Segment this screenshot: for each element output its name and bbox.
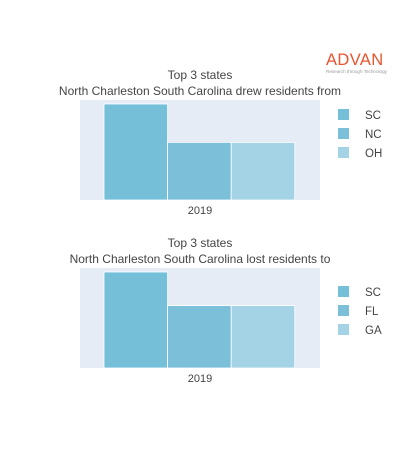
legend-swatch-oh xyxy=(338,147,349,158)
chart-drew-from: Top 3 states North Charleston South Caro… xyxy=(59,68,382,217)
legend-label-nc: NC xyxy=(365,129,382,141)
chart2-x-tick: 2019 xyxy=(188,373,212,385)
bar-nc xyxy=(167,141,232,201)
chart1-subtitle: North Charleston South Carolina drew res… xyxy=(59,84,341,98)
chart2-title: Top 3 states xyxy=(168,236,233,250)
chart1-legend: SC NC OH xyxy=(338,109,382,160)
legend-swatch-nc xyxy=(338,128,349,139)
logo-wordmark: ADVAN xyxy=(326,51,384,69)
legend-label-ga: GA xyxy=(365,325,382,337)
chart1-bars xyxy=(103,103,296,201)
bar-sc xyxy=(103,103,168,201)
bar-sc xyxy=(103,271,168,369)
legend-label-sc: SC xyxy=(365,287,381,299)
legend-swatch-fl xyxy=(338,305,349,316)
chart-lost-to: Top 3 states North Charleston South Caro… xyxy=(70,236,382,385)
legend-label-oh: OH xyxy=(365,148,382,160)
legend-swatch-sc xyxy=(338,109,349,120)
legend-label-fl: FL xyxy=(365,306,379,318)
chart2-bars xyxy=(103,271,296,369)
legend-swatch-sc xyxy=(338,286,349,297)
advan-logo: ADVAN Research through Technology xyxy=(326,52,396,75)
chart1-title: Top 3 states xyxy=(168,68,233,82)
logo-tagline: Research through Technology xyxy=(326,69,387,74)
chart1-x-tick: 2019 xyxy=(188,205,212,217)
bar-oh xyxy=(230,141,296,201)
legend-swatch-ga xyxy=(338,324,349,335)
bar-fl xyxy=(167,305,232,369)
chart2-subtitle: North Charleston South Carolina lost res… xyxy=(70,252,331,266)
chart2-legend: SC FL GA xyxy=(338,286,382,337)
legend-label-sc: SC xyxy=(365,110,381,122)
bar-ga xyxy=(230,305,296,369)
